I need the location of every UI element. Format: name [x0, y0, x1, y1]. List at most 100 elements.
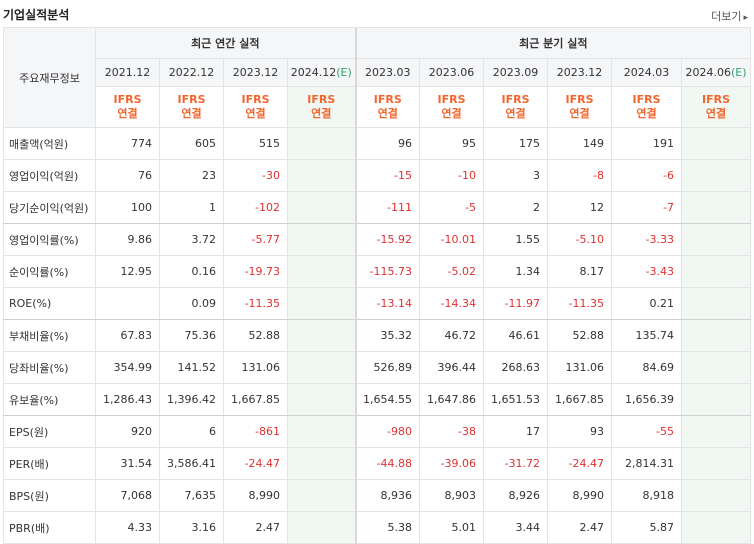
table-cell [286, 479, 357, 512]
more-link[interactable]: 더보기 ▸ [711, 8, 748, 24]
table-cell: -15.92 [354, 223, 421, 256]
ifrs-basis-cell: IFRS 연결 [419, 86, 485, 128]
table-cell: 920 [95, 415, 160, 448]
table-cell: 175 [483, 127, 549, 160]
table-cell: -39.06 [419, 447, 485, 480]
table-cell: 268.63 [483, 351, 549, 384]
table-cell: 96 [354, 127, 421, 160]
table-cell: -14.34 [419, 287, 485, 320]
section-title: 기업실적분석 [3, 8, 70, 22]
table-cell: -38 [419, 415, 485, 448]
consolidated-label: 연결 [705, 107, 727, 120]
consolidated-label: 연결 [311, 107, 332, 120]
table-cell: 67.83 [95, 319, 160, 352]
table-cell: -8 [547, 159, 613, 192]
table-cell: 1,667.85 [547, 383, 613, 416]
ifrs-label: IFRS [501, 93, 530, 106]
group-annual-header: 최근 연간 실적 [94, 27, 357, 59]
table-cell [286, 223, 357, 256]
row-label: BPS(원) [3, 479, 96, 512]
table-row: 당기순이익(억원) 100 1 -102 -111 -5 2 12 -7 [3, 191, 752, 224]
period-label: 2023.06 [428, 66, 475, 79]
table-cell: 8,936 [354, 479, 421, 512]
period-label: 2021.12 [104, 66, 151, 79]
table-row: BPS(원) 7,068 7,635 8,990 8,936 8,903 8,926 8,99… [3, 479, 752, 512]
consolidated-label: 연결 [377, 107, 398, 120]
ifrs-basis-cell: IFRS 연결 [286, 86, 357, 128]
period-header: 2023.12 [547, 58, 613, 87]
table-cell: 3,586.41 [159, 447, 224, 480]
table-row: PBR(배) 4.33 3.16 2.47 5.38 5.01 3.44 2.47 5.87 [3, 511, 752, 544]
table-cell: 8,990 [223, 479, 288, 512]
table-cell: -3.43 [611, 255, 683, 288]
table-cell: 141.52 [159, 351, 224, 384]
ifrs-basis-cell: IFRS 연결 [483, 86, 549, 128]
table-cell: -11.35 [547, 287, 613, 320]
table-cell: 4.33 [95, 511, 160, 544]
table-cell: 8,903 [419, 479, 485, 512]
table-cell [681, 415, 752, 448]
period-header: 2022.12 [159, 58, 224, 87]
table-cell: 131.06 [223, 351, 288, 384]
table-cell: 9.86 [95, 223, 160, 256]
row-label: 부채비율(%) [3, 319, 96, 352]
row-label: 당기순이익(억원) [3, 191, 96, 224]
table-cell: 1,286.43 [95, 383, 160, 416]
table-cell: 52.88 [223, 319, 288, 352]
table-cell: 2.47 [223, 511, 288, 544]
table-cell: 95 [419, 127, 485, 160]
ifrs-basis-cell: IFRS 연결 [611, 86, 683, 128]
period-label: 2023.12 [232, 66, 279, 79]
period-header: 2023.09 [483, 58, 549, 87]
table-cell: -115.73 [354, 255, 421, 288]
period-label: 2024.12 [290, 66, 337, 79]
table-cell [286, 127, 357, 160]
ifrs-basis-cell: IFRS 연결 [95, 86, 160, 128]
table-cell [286, 319, 357, 352]
ifrs-label: IFRS [177, 93, 206, 106]
table-cell: 93 [547, 415, 613, 448]
table-cell: -5.02 [419, 255, 485, 288]
table-cell: 131.06 [547, 351, 613, 384]
table-cell: 135.74 [611, 319, 683, 352]
row-label: 당좌비율(%) [3, 351, 96, 384]
table-cell [681, 351, 752, 384]
table-cell: 52.88 [547, 319, 613, 352]
consolidated-label: 연결 [117, 107, 138, 120]
table-cell [286, 447, 357, 480]
table-cell: 2.47 [547, 511, 613, 544]
table-cell: -980 [354, 415, 421, 448]
estimate-marker: (E) [731, 66, 747, 79]
ifrs-label: IFRS [702, 93, 731, 106]
period-label: 2024.03 [623, 66, 670, 79]
row-label: PER(배) [3, 447, 96, 480]
table-cell: -15 [354, 159, 421, 192]
consolidated-label: 연결 [569, 107, 590, 120]
table-cell: -13.14 [354, 287, 421, 320]
table-cell: 526.89 [354, 351, 421, 384]
table-cell: 84.69 [611, 351, 683, 384]
row-label: 매출액(억원) [3, 127, 96, 160]
ifrs-label: IFRS [373, 93, 402, 106]
table-cell [681, 255, 752, 288]
table-cell: 7,635 [159, 479, 224, 512]
ifrs-basis-cell: IFRS 연결 [681, 86, 752, 128]
group-quarterly-header: 최근 분기 실적 [354, 27, 752, 59]
table-cell [286, 351, 357, 384]
table-cell: -24.47 [223, 447, 288, 480]
period-header: 2024.12(E) [286, 58, 357, 87]
period-label: 2023.03 [365, 66, 411, 79]
table-cell: 12.95 [95, 255, 160, 288]
ifrs-label: IFRS [307, 93, 336, 106]
table-row: PER(배) 31.54 3,586.41 -24.47 -44.88 -39.06 -31… [3, 447, 752, 480]
table-cell: 31.54 [95, 447, 160, 480]
table-cell: 2,814.31 [611, 447, 683, 480]
table-cell: 1,651.53 [483, 383, 549, 416]
row-label: 영업이익(억원) [3, 159, 96, 192]
table-cell [286, 383, 357, 416]
table-cell [681, 127, 752, 160]
table-cell [681, 511, 752, 544]
table-cell: 0.09 [159, 287, 224, 320]
consolidated-label: 연결 [505, 107, 526, 120]
estimate-marker: (E) [336, 66, 352, 79]
